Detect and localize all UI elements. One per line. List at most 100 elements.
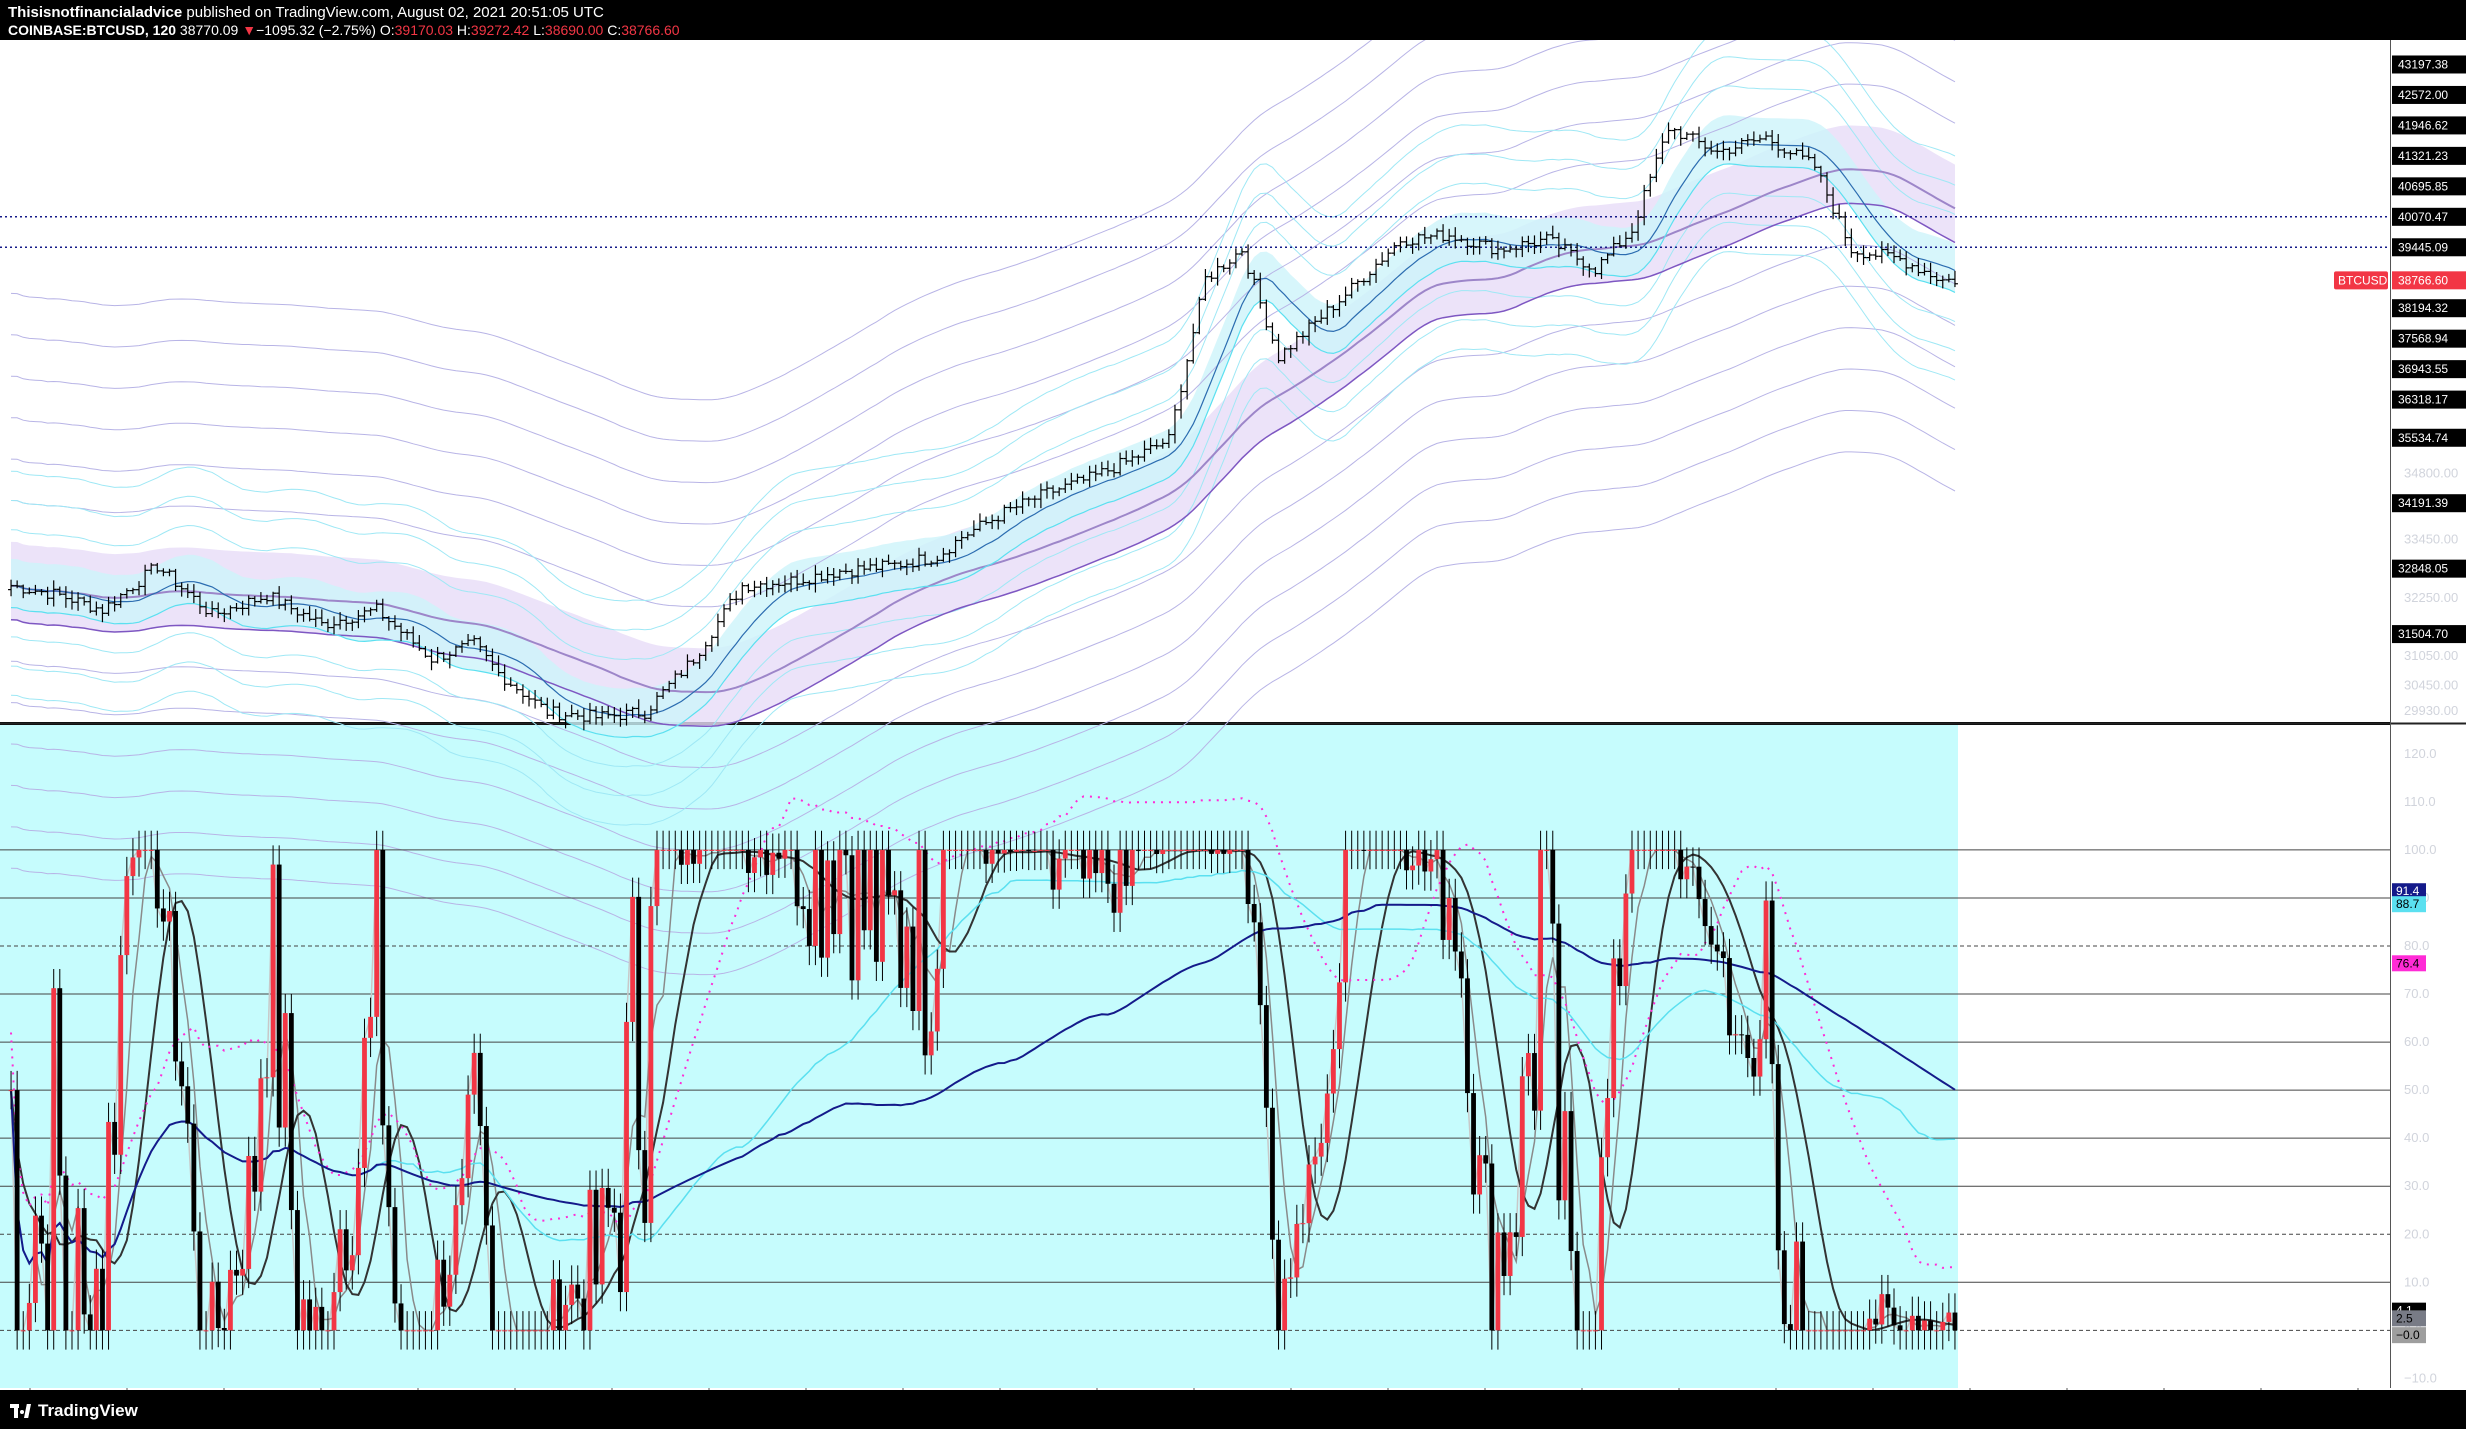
ohlc-bar bbox=[367, 607, 374, 616]
ohlc-bar bbox=[861, 560, 868, 575]
ohlc-bar bbox=[1891, 245, 1898, 264]
osc-candle bbox=[752, 838, 757, 893]
osc-candle bbox=[203, 1311, 209, 1350]
ohlc-bar bbox=[1409, 237, 1416, 254]
ohlc-bar bbox=[1677, 126, 1684, 146]
osc-candle bbox=[971, 830, 977, 870]
ohlc-bar bbox=[916, 547, 923, 571]
osc-candle bbox=[39, 1196, 44, 1263]
osc-candle bbox=[1678, 830, 1684, 899]
price-tag-text: 39445.09 bbox=[2398, 240, 2448, 254]
osc-candle bbox=[1008, 830, 1013, 871]
chart-canvas[interactable]: 34800.00 33450.00 32250.00 31050.00 30450.00… bbox=[0, 0, 2466, 1390]
osc-candle bbox=[1513, 1213, 1519, 1257]
ohlc-bar bbox=[775, 578, 782, 593]
author-name[interactable]: Thisisnotfinancialadvice bbox=[8, 4, 183, 21]
osc-candle bbox=[764, 830, 770, 895]
osc-candle bbox=[703, 830, 709, 870]
osc-candle bbox=[733, 830, 739, 870]
ohlc-bar bbox=[1537, 231, 1544, 254]
osc-candle bbox=[636, 877, 642, 1170]
osc-candle bbox=[715, 830, 721, 870]
osc-candle bbox=[1903, 1311, 1909, 1350]
ohlc-bar bbox=[105, 596, 112, 616]
osc-axis-tick: 70.0 bbox=[2404, 986, 2429, 1001]
osc-candle bbox=[325, 1311, 331, 1350]
osc-candle bbox=[1312, 1137, 1318, 1184]
ohlc-bar bbox=[1226, 259, 1233, 275]
ohlc-bar bbox=[20, 584, 27, 599]
osc-candle bbox=[1794, 1222, 1799, 1350]
price-tag bbox=[2392, 207, 2466, 226]
ohlc-bar bbox=[8, 579, 15, 597]
ohlc-bar bbox=[1635, 210, 1642, 241]
ohlc-bar bbox=[836, 569, 843, 581]
symbol-label[interactable]: COINBASE:BTCUSD, 120 bbox=[8, 22, 177, 38]
ohlc-bar bbox=[1665, 122, 1672, 144]
osc-candle bbox=[1044, 830, 1050, 870]
fast-band-upper-2 bbox=[10, 56, 1956, 631]
ohlc-bar bbox=[1214, 257, 1221, 286]
ohlc-bar bbox=[672, 670, 679, 689]
osc-candle bbox=[270, 845, 276, 1097]
osc-candle bbox=[1190, 830, 1196, 870]
tradingview-logo[interactable]: TradingView bbox=[10, 1400, 138, 1422]
osc-candle bbox=[100, 1249, 105, 1350]
osc-candle bbox=[1550, 830, 1556, 943]
osc-candle bbox=[1867, 1299, 1873, 1350]
osc-candle bbox=[429, 1311, 434, 1350]
osc-tag-text: 76.4 bbox=[2396, 956, 2420, 970]
ohlc-bar bbox=[1433, 228, 1440, 240]
ohlc-bar bbox=[184, 583, 191, 599]
ohlc-bar bbox=[903, 559, 910, 576]
ohlc-bar bbox=[209, 601, 216, 618]
ohlc-bar bbox=[580, 708, 587, 731]
ohlc-bar bbox=[1628, 223, 1635, 243]
ohlc-bar bbox=[812, 565, 819, 593]
osc-candle bbox=[1349, 830, 1355, 870]
ohlc-bar bbox=[708, 635, 715, 652]
ohlc-bar bbox=[532, 689, 539, 709]
ohlc-bar bbox=[477, 636, 484, 653]
tradingview-logo-text: TradingView bbox=[38, 1401, 138, 1420]
osc-candle bbox=[1763, 881, 1769, 1059]
osc-candle bbox=[977, 830, 983, 870]
osc-candle bbox=[861, 830, 867, 950]
high-label: H: bbox=[456, 22, 471, 38]
osc-candle bbox=[1233, 830, 1239, 870]
ohlc-bar bbox=[690, 659, 697, 666]
low-label: L: bbox=[533, 22, 545, 38]
osc-candle bbox=[1586, 1311, 1592, 1350]
osc-candle bbox=[1142, 830, 1147, 870]
osc-candle bbox=[1184, 830, 1190, 870]
osc-candle bbox=[1081, 830, 1086, 898]
high-value: 39272.42 bbox=[470, 22, 530, 38]
osc-candle bbox=[1452, 878, 1458, 971]
osc-candle bbox=[873, 830, 879, 982]
ohlc-bar bbox=[1178, 384, 1185, 419]
price-tag-text: 38194.32 bbox=[2398, 301, 2448, 315]
osc-candle bbox=[1538, 830, 1543, 1130]
publisher-line: Thisisnotfinancialadvice published on Tr… bbox=[8, 4, 604, 21]
osc-candle bbox=[666, 830, 672, 870]
osc-candle bbox=[1385, 830, 1391, 870]
ohlc-bar bbox=[1135, 454, 1142, 465]
ohlc-bar bbox=[331, 616, 338, 635]
ohlc-bar bbox=[1336, 295, 1343, 317]
osc-candle bbox=[1806, 1311, 1812, 1350]
ohlc-bar bbox=[294, 607, 301, 623]
osc-candle bbox=[1928, 1301, 1933, 1350]
osc-candle bbox=[721, 830, 727, 870]
outer-band-lower-5 bbox=[10, 410, 1956, 934]
osc-candle bbox=[1471, 1073, 1476, 1214]
ohlc-bar bbox=[568, 704, 575, 718]
osc-candle bbox=[855, 830, 861, 1000]
ohlc-bar bbox=[251, 596, 258, 607]
ohlc-bar bbox=[1330, 305, 1337, 318]
ohlc-bar bbox=[519, 684, 526, 704]
osc-candle bbox=[459, 1158, 465, 1225]
osc-axis-tick: 110.0 bbox=[2404, 794, 2436, 809]
ohlc-bar bbox=[1513, 245, 1520, 258]
osc-candle bbox=[678, 830, 684, 885]
osc-candle bbox=[1605, 1078, 1611, 1177]
